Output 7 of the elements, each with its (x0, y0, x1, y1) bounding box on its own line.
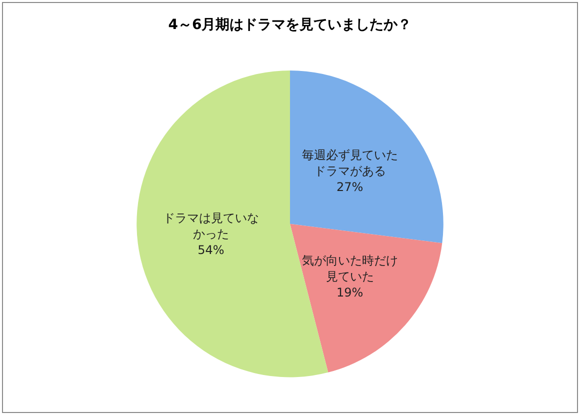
slice-label: 毎週必ず見ていたドラマがある (302, 148, 398, 178)
slice-label: 気が向いた時だけ見ていた (302, 254, 398, 284)
slice-label: ドラマは見ていなかった (162, 210, 259, 241)
chart-title: 4～6月期はドラマを見ていましたか？ (168, 17, 412, 33)
data-label: 19% (336, 286, 364, 300)
data-label: 54% (198, 242, 224, 257)
data-label: 27% (336, 180, 364, 194)
